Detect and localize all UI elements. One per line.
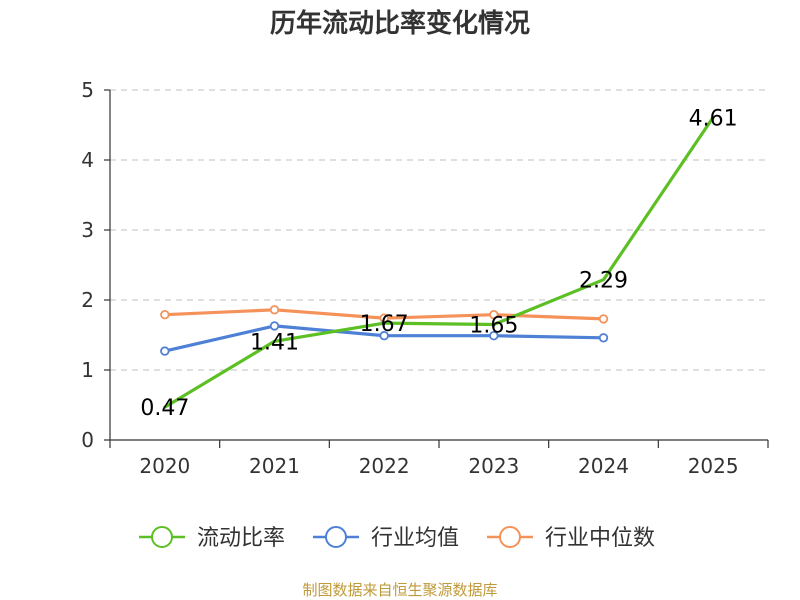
legend-item[interactable]: 行业均值: [313, 526, 459, 551]
legend-marker-icon: [325, 526, 347, 548]
data-label: 2.29: [579, 269, 628, 294]
legend-marker-icon: [151, 526, 173, 548]
legend: 流动比率 行业均值 行业中位数: [139, 526, 655, 551]
legend-label: 行业中位数: [545, 526, 655, 551]
x-tick-label: 2025: [688, 454, 739, 478]
series-point: [160, 310, 170, 320]
axis-layer: 0 1 2 3 4 5 2020 2021 2022 2023 2024 2025: [81, 78, 769, 478]
series-point: [489, 331, 499, 341]
series-point: [379, 331, 389, 341]
y-tick-label: 2: [81, 288, 94, 312]
series-line: [163, 115, 715, 409]
data-label-layer: 0.47 1.41 1.67 1.65 2.29 4.61: [140, 106, 737, 421]
legend-item[interactable]: 流动比率: [139, 526, 285, 551]
series-point: [160, 346, 170, 356]
y-tick-label: 3: [81, 218, 94, 242]
y-tick-label: 1: [81, 358, 94, 382]
grid-layer: [110, 89, 768, 371]
y-tick-label: 0: [81, 428, 94, 452]
x-tick-label: 2022: [359, 454, 410, 478]
series-point: [598, 314, 609, 324]
legend-item[interactable]: 行业中位数: [487, 526, 655, 551]
data-label: 0.47: [140, 396, 189, 421]
series-point: [269, 321, 280, 331]
data-label: 1.65: [469, 314, 518, 339]
data-label: 1.67: [360, 312, 409, 337]
legend-label: 行业均值: [371, 526, 459, 551]
x-tick-label: 2020: [139, 454, 190, 478]
series-layer: [160, 115, 715, 409]
x-tick-label: 2021: [249, 454, 300, 478]
x-tick-label: 2023: [468, 454, 519, 478]
data-label: 1.41: [250, 330, 299, 355]
data-label: 4.61: [689, 106, 738, 131]
series-point: [489, 310, 499, 320]
legend-marker-icon: [499, 526, 521, 548]
x-tick-label: 2024: [578, 454, 629, 478]
y-tick-label: 4: [81, 148, 94, 172]
y-tick-label: 5: [81, 78, 94, 102]
series-point: [269, 305, 280, 315]
chart-title: 历年流动比率变化情况: [270, 8, 530, 39]
legend-label: 流动比率: [197, 526, 285, 551]
series-point: [598, 333, 609, 343]
source-note: 制图数据来自恒生聚源数据库: [302, 581, 497, 599]
